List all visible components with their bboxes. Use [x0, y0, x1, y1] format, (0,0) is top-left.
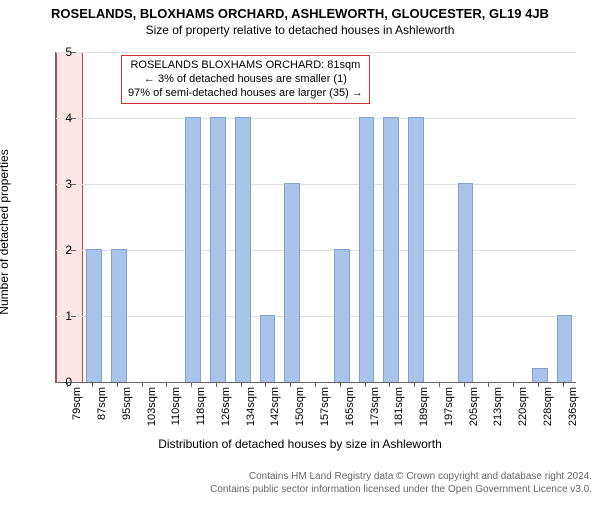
x-tick-label: 142sqm — [269, 387, 281, 426]
highlight-band — [56, 52, 83, 382]
y-tick-label: 1 — [57, 309, 72, 323]
x-tick-label: 228sqm — [542, 387, 554, 426]
gridline — [56, 316, 576, 317]
x-tick-label: 87sqm — [96, 387, 108, 420]
x-tick-mark — [513, 382, 514, 387]
x-tick-mark — [290, 382, 291, 387]
x-tick-label: 213sqm — [492, 387, 504, 426]
x-tick-mark — [340, 382, 341, 387]
x-tick-mark — [488, 382, 489, 387]
x-tick-label: 189sqm — [418, 387, 430, 426]
bar — [86, 249, 102, 382]
y-tick-label: 0 — [57, 375, 72, 389]
x-tick-mark — [241, 382, 242, 387]
bar — [383, 117, 399, 382]
gridline — [56, 52, 576, 53]
gridline — [56, 118, 576, 119]
bar — [111, 249, 127, 382]
x-tick-mark — [142, 382, 143, 387]
chart-container: Number of detached properties ROSELANDS … — [0, 37, 600, 427]
x-tick-label: 205sqm — [468, 387, 480, 426]
y-tick-label: 2 — [57, 243, 72, 257]
sub-title: Size of property relative to detached ho… — [0, 23, 600, 37]
x-tick-label: 197sqm — [443, 387, 455, 426]
x-tick-mark — [439, 382, 440, 387]
y-tick-mark — [71, 316, 76, 317]
x-tick-label: 95sqm — [121, 387, 133, 420]
x-tick-mark — [67, 382, 68, 387]
bar — [408, 117, 424, 382]
x-tick-mark — [166, 382, 167, 387]
y-axis-label: Number of detached properties — [0, 149, 11, 314]
x-tick-label: 173sqm — [369, 387, 381, 426]
y-tick-mark — [71, 118, 76, 119]
annotation-line: ROSELANDS BLOXHAMS ORCHARD: 81sqm — [128, 59, 363, 73]
x-tick-label: 126sqm — [220, 387, 232, 426]
gridline — [56, 250, 576, 251]
bar — [334, 249, 350, 382]
x-tick-label: 118sqm — [195, 387, 207, 425]
x-tick-label: 103sqm — [146, 387, 158, 426]
y-tick-mark — [71, 382, 76, 383]
bar — [260, 315, 276, 382]
x-tick-mark — [389, 382, 390, 387]
y-tick-mark — [71, 52, 76, 53]
bar — [235, 117, 251, 382]
x-tick-label: 157sqm — [319, 387, 331, 426]
annotation-line: 97% of semi-detached houses are larger (… — [128, 87, 363, 101]
y-tick-mark — [71, 184, 76, 185]
bar — [532, 368, 548, 382]
x-tick-mark — [365, 382, 366, 387]
footer-attribution: Contains HM Land Registry data © Crown c… — [210, 471, 592, 496]
x-tick-mark — [117, 382, 118, 387]
annotation-box: ROSELANDS BLOXHAMS ORCHARD: 81sqm← 3% of… — [121, 55, 370, 104]
x-tick-mark — [464, 382, 465, 387]
x-tick-label: 220sqm — [517, 387, 529, 426]
y-tick-mark — [71, 250, 76, 251]
bar — [557, 315, 573, 382]
bar — [359, 117, 375, 382]
y-tick-label: 3 — [57, 177, 72, 191]
x-tick-mark — [92, 382, 93, 387]
bar — [210, 117, 226, 382]
x-tick-mark — [265, 382, 266, 387]
main-title: ROSELANDS, BLOXHAMS ORCHARD, ASHLEWORTH,… — [0, 6, 600, 21]
x-tick-mark — [191, 382, 192, 387]
gridline — [56, 184, 576, 185]
x-tick-mark — [414, 382, 415, 387]
x-tick-mark — [563, 382, 564, 387]
bar — [284, 183, 300, 382]
x-axis-label: Distribution of detached houses by size … — [0, 437, 600, 451]
x-tick-label: 79sqm — [71, 387, 83, 420]
bar — [185, 117, 201, 382]
bar — [458, 183, 474, 382]
x-tick-label: 181sqm — [393, 387, 405, 426]
plot-area: ROSELANDS BLOXHAMS ORCHARD: 81sqm← 3% of… — [55, 52, 576, 383]
annotation-line: ← 3% of detached houses are smaller (1) — [128, 73, 363, 87]
x-tick-label: 165sqm — [344, 387, 356, 426]
x-tick-label: 236sqm — [567, 387, 579, 426]
y-tick-label: 4 — [57, 111, 72, 125]
x-tick-mark — [216, 382, 217, 387]
y-tick-label: 5 — [57, 45, 72, 59]
x-tick-mark — [538, 382, 539, 387]
footer-line-2: Contains public sector information licen… — [210, 484, 592, 497]
x-tick-mark — [315, 382, 316, 387]
footer-line-1: Contains HM Land Registry data © Crown c… — [210, 471, 592, 484]
x-tick-label: 150sqm — [294, 387, 306, 426]
x-tick-label: 134sqm — [245, 387, 257, 426]
x-tick-label: 110sqm — [170, 387, 182, 425]
